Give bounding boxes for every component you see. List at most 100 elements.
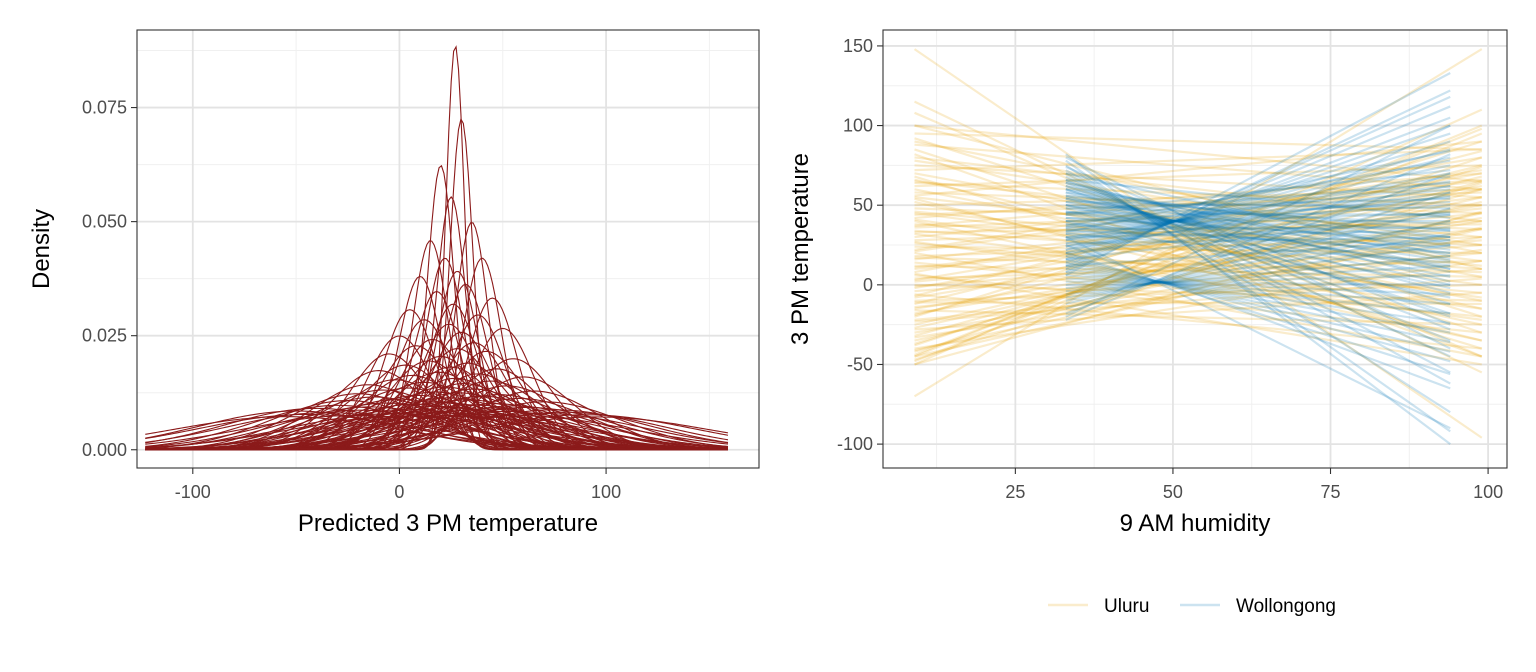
density-y-tick-label: 0.025 xyxy=(82,326,127,346)
regression-line-uluru xyxy=(914,212,1482,271)
regression-line-wollongong xyxy=(1065,172,1451,315)
regression-gridlines xyxy=(883,30,1507,468)
regression-line-uluru xyxy=(914,229,1482,271)
regression-line-wollongong xyxy=(1065,207,1451,255)
density-curve xyxy=(145,416,729,451)
regression-line-wollongong xyxy=(1065,264,1451,290)
regression-y-axis: -100 -50 0 50 100 150 xyxy=(837,36,883,454)
regression-line-wollongong xyxy=(1065,185,1451,251)
regression-line-wollongong xyxy=(1065,270,1451,315)
regression-line-wollongong xyxy=(1065,165,1451,326)
regression-line-wollongong xyxy=(1065,159,1451,433)
regression-line-wollongong xyxy=(1065,229,1451,248)
regression-line-wollongong xyxy=(1065,204,1451,263)
density-x-axis-title: Predicted 3 PM temperature xyxy=(298,510,598,537)
regression-line-wollongong xyxy=(1065,175,1451,240)
regression-line-uluru xyxy=(914,248,1482,339)
regression-line-uluru xyxy=(914,132,1483,363)
regression-line-wollongong xyxy=(1065,255,1451,293)
regression-line-wollongong xyxy=(1065,264,1451,334)
regression-line-uluru xyxy=(914,127,1483,356)
regression-x-tick-label: 100 xyxy=(1473,482,1503,502)
regression-line-wollongong xyxy=(1065,197,1451,210)
regression-line-wollongong xyxy=(1065,180,1451,239)
regression-line-uluru xyxy=(914,140,1483,318)
regression-line-wollongong xyxy=(1065,191,1451,310)
density-curve xyxy=(145,405,729,451)
regression-y-tick-label: -100 xyxy=(837,434,873,454)
legend: Uluru Wollongong xyxy=(1048,596,1336,617)
regression-line-wollongong xyxy=(1065,95,1451,270)
regression-line-uluru xyxy=(914,188,1482,290)
regression-line-uluru xyxy=(914,191,1482,215)
regression-line-uluru xyxy=(914,291,1482,331)
regression-line-wollongong xyxy=(1065,105,1451,267)
regression-line-wollongong xyxy=(1065,140,1451,255)
regression-line-wollongong xyxy=(1065,169,1451,215)
regression-line-wollongong xyxy=(1065,255,1451,363)
regression-line-wollongong xyxy=(1065,180,1451,283)
regression-line-wollongong xyxy=(1065,251,1451,376)
regression-line-uluru xyxy=(914,111,1483,358)
regression-line-uluru xyxy=(914,228,1483,358)
regression-line-wollongong xyxy=(1065,153,1451,445)
regression-line-uluru xyxy=(914,180,1483,337)
regression-line-wollongong xyxy=(1065,197,1451,251)
regression-line-wollongong xyxy=(1065,232,1451,264)
regression-line-wollongong xyxy=(1065,196,1451,274)
regression-line-uluru xyxy=(914,164,1483,306)
regression-line-wollongong xyxy=(1065,132,1451,258)
regression-line-uluru xyxy=(914,196,1482,263)
density-x-axis: -100 0 100 xyxy=(175,468,621,502)
regression-line-uluru xyxy=(914,148,1483,334)
regression-line-wollongong xyxy=(1065,185,1451,261)
regression-line-uluru xyxy=(914,200,1483,326)
regression-line-uluru xyxy=(914,124,1483,358)
regression-line-wollongong xyxy=(1065,200,1451,223)
regression-line-wollongong xyxy=(1065,239,1451,267)
regression-line-uluru xyxy=(914,267,1482,321)
regression-line-uluru xyxy=(914,169,1482,253)
regression-line-uluru xyxy=(914,235,1482,258)
regression-line-uluru xyxy=(914,309,1482,326)
regression-line-wollongong xyxy=(1065,191,1451,242)
regression-line-uluru xyxy=(914,272,1482,366)
regression-line-wollongong xyxy=(1065,156,1451,350)
regression-line-uluru xyxy=(914,216,1482,310)
regression-line-wollongong xyxy=(1065,149,1451,234)
regression-line-uluru xyxy=(914,212,1483,342)
regression-line-wollongong xyxy=(1065,200,1451,210)
regression-line-uluru xyxy=(914,164,1482,188)
regression-line-wollongong xyxy=(1065,181,1451,270)
regression-line-wollongong xyxy=(1065,191,1451,294)
regression-line-wollongong xyxy=(1065,212,1451,216)
regression-line-uluru xyxy=(914,165,1483,345)
regression-line-uluru xyxy=(914,240,1482,321)
regression-line-uluru xyxy=(914,124,1483,270)
regression-y-tick-label: -50 xyxy=(847,354,873,374)
regression-line-uluru xyxy=(914,178,1483,310)
density-plot-area xyxy=(137,30,759,468)
regression-line-uluru xyxy=(914,172,1482,274)
regression-line-uluru xyxy=(914,181,1483,361)
regression-line-uluru xyxy=(914,188,1482,207)
regression-line-uluru xyxy=(914,264,1482,278)
regression-line-wollongong xyxy=(1065,156,1451,248)
regression-line-uluru xyxy=(914,204,1482,299)
regression-line-uluru xyxy=(914,251,1482,358)
regression-x-tick-label: 50 xyxy=(1163,482,1183,502)
regression-line-wollongong xyxy=(1065,220,1451,302)
density-x-tick-label: 100 xyxy=(591,482,621,502)
density-panel-border xyxy=(136,29,760,469)
regression-line-wollongong xyxy=(1065,226,1451,231)
regression-line-wollongong xyxy=(1065,213,1451,261)
regression-line-wollongong xyxy=(1065,178,1451,342)
regression-line-uluru xyxy=(914,172,1482,278)
regression-line-wollongong xyxy=(1065,210,1451,247)
regression-line-wollongong xyxy=(1065,212,1451,226)
density-y-tick-label: 0.075 xyxy=(82,98,127,118)
regression-line-uluru xyxy=(914,185,1482,282)
regression-line-uluru xyxy=(914,175,1483,317)
regression-line-uluru xyxy=(914,235,1482,334)
